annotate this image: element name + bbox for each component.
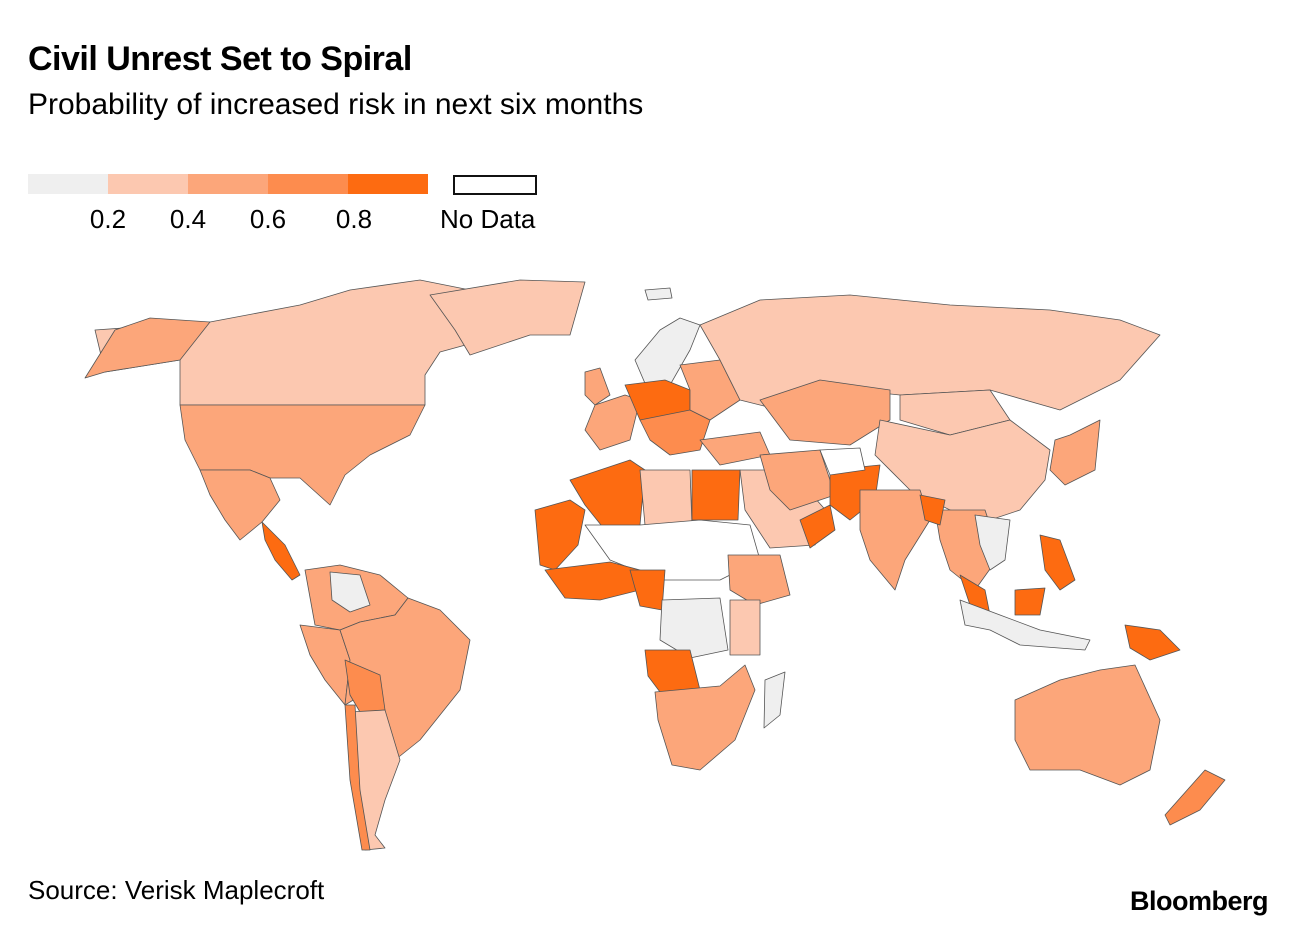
region-madagascar <box>763 671 786 729</box>
region-alaska <box>84 317 211 379</box>
region-uk <box>584 367 611 406</box>
region-brazil <box>339 597 471 761</box>
legend-swatch-0 <box>28 174 108 194</box>
region-myanmar-bangladesh <box>919 494 946 526</box>
legend-tick-3: 0.8 <box>335 204 373 234</box>
region-papua <box>1124 624 1181 661</box>
region-angola <box>644 649 701 693</box>
region-libya <box>639 469 693 526</box>
region-chile-strip <box>344 704 371 851</box>
region-indonesia-nodata <box>959 599 1091 651</box>
legend-swatch-4 <box>348 174 428 194</box>
chart-title: Civil Unrest Set to Spiral <box>28 40 412 78</box>
region-india <box>859 489 931 591</box>
legend-tick-0: 0.2 <box>89 204 127 234</box>
chart-subtitle: Probability of increased risk in next si… <box>28 88 644 121</box>
region-iceland <box>644 287 673 301</box>
region-oman-yemen <box>799 504 836 549</box>
region-thailand-indochina <box>974 514 1011 571</box>
region-western-europe <box>584 394 641 451</box>
region-borneo <box>1014 587 1046 616</box>
region-egypt <box>691 469 741 521</box>
region-central-america <box>261 521 301 581</box>
region-new-zealand <box>1164 769 1226 826</box>
legend-no-data-swatch <box>453 175 537 195</box>
region-ethiopia <box>727 554 791 606</box>
bloomberg-logo: Bloomberg <box>1129 886 1269 916</box>
legend-swatch-2 <box>188 174 268 194</box>
region-nigeria-cameroon <box>629 569 666 611</box>
color-legend: 0.2 0.4 0.6 0.8 No Data <box>28 174 588 244</box>
source-note: Source: Verisk Maplecroft <box>28 875 325 905</box>
region-east-africa <box>729 599 761 656</box>
region-west-africa-coast <box>544 561 641 601</box>
region-korea-japan <box>1049 419 1101 486</box>
region-philippines <box>1039 534 1076 591</box>
legend-swatch-3 <box>268 174 348 194</box>
region-russia <box>699 294 1161 411</box>
region-central-africa-nodata <box>659 597 729 659</box>
legend-tick-1: 0.4 <box>169 204 207 234</box>
legend-no-data-label: No Data <box>440 204 536 234</box>
region-iran <box>759 449 836 511</box>
region-colombia-nodata <box>329 571 371 613</box>
region-southern-africa <box>654 664 756 771</box>
region-turkey-caucasus <box>699 431 771 466</box>
region-greenland <box>429 279 586 356</box>
region-afghanistan-nodata <box>819 447 866 476</box>
region-china <box>874 419 1051 521</box>
legend-swatch-1 <box>108 174 188 194</box>
legend-tick-2: 0.6 <box>249 204 287 234</box>
region-west-africa-sahara <box>534 499 586 571</box>
region-kazakhstan-central-asia <box>759 379 891 446</box>
region-australia <box>1014 664 1161 786</box>
world-choropleth-map <box>84 279 1226 851</box>
